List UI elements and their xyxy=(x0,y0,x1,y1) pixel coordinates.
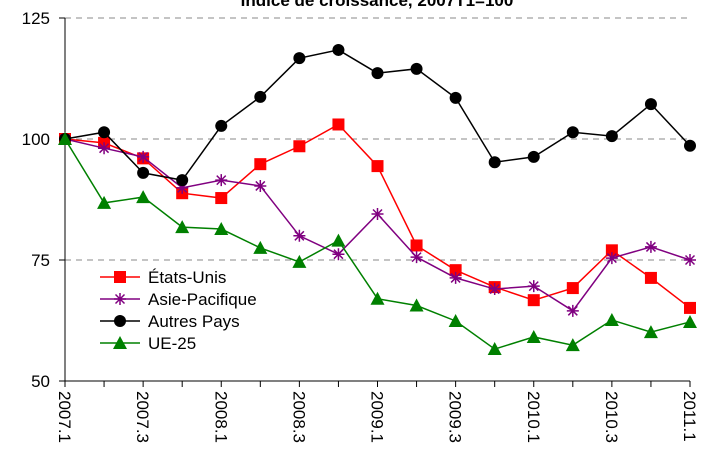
marker xyxy=(449,91,462,104)
marker xyxy=(254,179,267,192)
marker xyxy=(253,240,268,254)
marker xyxy=(332,248,345,261)
marker xyxy=(566,304,579,317)
marker xyxy=(605,252,618,265)
marker xyxy=(410,239,423,252)
x-tick-label: 2007.3 xyxy=(133,391,152,443)
legend-marker xyxy=(114,271,126,283)
marker xyxy=(136,190,151,204)
marker xyxy=(371,160,384,173)
marker xyxy=(449,271,462,284)
legend-label: États-Unis xyxy=(148,268,226,287)
marker xyxy=(370,291,385,305)
marker xyxy=(527,294,540,307)
x-tick-label: 2009.1 xyxy=(368,391,387,443)
marker xyxy=(254,158,267,171)
marker xyxy=(58,132,72,145)
marker xyxy=(605,244,618,257)
marker xyxy=(292,254,307,268)
x-tick-label: 2008.3 xyxy=(289,391,308,443)
y-tick-label: 100 xyxy=(22,130,50,149)
marker xyxy=(254,90,267,103)
x-tick-label: 2009.3 xyxy=(446,391,465,443)
marker xyxy=(409,298,424,312)
marker xyxy=(137,166,150,179)
marker xyxy=(98,142,111,155)
marker xyxy=(371,67,384,80)
marker xyxy=(566,282,579,295)
legend-label: Asie-Pacifique xyxy=(148,290,257,309)
legend-label: UE-25 xyxy=(148,334,196,353)
marker xyxy=(293,140,306,153)
x-tick-label: 2010.1 xyxy=(524,391,543,443)
marker xyxy=(604,313,619,327)
marker xyxy=(215,119,228,132)
marker xyxy=(293,52,306,65)
y-tick-label: 75 xyxy=(31,251,50,270)
marker xyxy=(332,118,345,131)
marker xyxy=(175,220,190,234)
legend-marker xyxy=(113,336,127,349)
marker xyxy=(293,229,306,242)
marker xyxy=(487,342,502,356)
marker xyxy=(643,325,658,339)
marker xyxy=(97,195,112,209)
marker xyxy=(527,150,540,163)
marker xyxy=(332,43,345,56)
marker xyxy=(371,208,384,221)
marker xyxy=(137,150,150,163)
marker xyxy=(488,156,501,169)
x-tick-label: 2007.1 xyxy=(55,391,74,443)
marker xyxy=(605,130,618,143)
x-tick-label: 2008.1 xyxy=(211,391,230,443)
legend-label: Autres Pays xyxy=(148,312,240,331)
legend-marker xyxy=(114,293,126,305)
marker xyxy=(644,240,657,253)
marker xyxy=(683,314,697,328)
marker xyxy=(684,301,696,314)
marker xyxy=(448,313,463,327)
x-tick-label: 2010.3 xyxy=(602,391,621,443)
marker xyxy=(214,222,229,236)
marker xyxy=(215,192,228,205)
y-tick-label: 50 xyxy=(31,372,50,391)
x-tick-label: 2011.1 xyxy=(680,391,699,442)
legend-marker xyxy=(114,315,126,327)
y-tick-label: 125 xyxy=(22,9,50,28)
marker xyxy=(644,98,657,111)
chart-title: Indice de croissance, 2007T1=100 xyxy=(241,0,514,10)
marker xyxy=(331,233,346,247)
marker xyxy=(410,62,423,75)
marker xyxy=(566,126,579,139)
marker xyxy=(215,174,228,187)
marker xyxy=(527,280,540,293)
marker xyxy=(176,181,189,194)
marker xyxy=(684,254,696,266)
marker xyxy=(644,271,657,284)
marker xyxy=(98,126,111,139)
marker xyxy=(176,174,189,187)
marker xyxy=(684,139,696,152)
marker xyxy=(565,338,580,352)
marker xyxy=(526,329,541,343)
marker xyxy=(449,264,462,277)
marker xyxy=(410,251,423,264)
marker xyxy=(488,283,501,296)
